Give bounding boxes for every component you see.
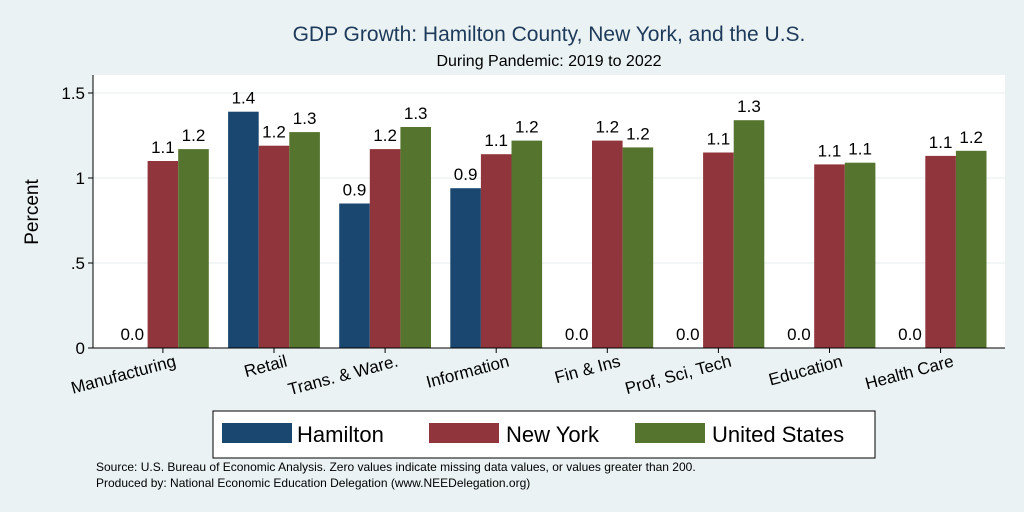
value-label-1-2: 1.2 xyxy=(373,126,397,145)
x-tick-label-2: Trans. & Ware. xyxy=(286,352,400,400)
value-label-0-0: 0.0 xyxy=(120,325,144,344)
bar-0-3 xyxy=(450,188,481,348)
value-labels: 0.0 1.1 1.2 1.4 1.2 1.3 0.9 1.2 1.3 0.9 1.1 1.2 0.0 1… xyxy=(120,89,983,344)
bar-0-2 xyxy=(339,203,370,348)
value-label-1-6: 1.1 xyxy=(818,141,842,160)
x-tick-label-7: Health Care xyxy=(863,352,956,394)
bar-0-1 xyxy=(228,111,259,348)
bar-1-4 xyxy=(592,140,623,348)
x-tick-label-3: Information xyxy=(424,352,511,392)
x-tick-label-4: Fin & Ins xyxy=(553,352,623,388)
bar-1-1 xyxy=(258,145,290,348)
legend-swatch-1 xyxy=(429,423,499,443)
x-tick-label-6: Education xyxy=(767,352,845,390)
value-label-2-2: 1.3 xyxy=(404,104,428,123)
y-tick-label-1: .5 xyxy=(71,254,85,273)
bar-1-3 xyxy=(480,154,512,348)
value-label-2-5: 1.3 xyxy=(737,97,761,116)
chart-subtitle: During Pandemic: 2019 to 2022 xyxy=(436,53,661,70)
value-label-1-4: 1.2 xyxy=(595,118,619,137)
legend-swatch-0 xyxy=(222,423,292,443)
value-label-1-3: 1.1 xyxy=(484,131,508,150)
value-label-2-7: 1.2 xyxy=(959,128,983,147)
y-tick-label-3: 1.5 xyxy=(61,84,85,103)
y-axis-label: Percent xyxy=(22,179,43,245)
legend: Hamilton New York United States xyxy=(212,410,876,459)
bar-2-2 xyxy=(400,127,431,348)
value-label-1-0: 1.1 xyxy=(151,138,175,157)
x-tick-label-1: Retail xyxy=(242,352,289,382)
value-label-2-6: 1.1 xyxy=(848,140,872,159)
value-label-2-4: 1.2 xyxy=(626,124,650,143)
value-label-0-7: 0.0 xyxy=(898,325,922,344)
bar-1-0 xyxy=(147,161,179,348)
bar-2-3 xyxy=(511,140,543,348)
value-label-1-7: 1.1 xyxy=(929,133,953,152)
bar-series xyxy=(147,111,987,348)
source-note: Source: U.S. Bureau of Economic Analysis… xyxy=(96,460,696,474)
value-label-0-1: 1.4 xyxy=(232,89,256,108)
bar-2-0 xyxy=(178,149,209,348)
chart-title: GDP Growth: Hamilton County, New York, a… xyxy=(293,23,806,46)
value-label-2-1: 1.3 xyxy=(293,109,317,128)
y-tick-label-0: 0 xyxy=(76,339,85,358)
value-label-0-6: 0.0 xyxy=(787,325,811,344)
legend-items: Hamilton New York United States xyxy=(222,422,844,447)
legend-swatch-2 xyxy=(635,423,705,443)
y-tick-label-2: 1 xyxy=(76,169,85,188)
bar-1-6 xyxy=(814,164,845,348)
bar-1-5 xyxy=(703,152,734,348)
x-tick-label-5: Prof, Sci, Tech xyxy=(623,352,733,399)
legend-label-1: New York xyxy=(506,422,600,447)
bar-1-7 xyxy=(925,155,956,348)
legend-label-0: Hamilton xyxy=(297,422,384,447)
value-label-2-3: 1.2 xyxy=(515,118,539,137)
bar-1-2 xyxy=(369,149,401,348)
bar-2-6 xyxy=(844,162,876,348)
producer-note: Produced by: National Economic Education… xyxy=(96,476,530,490)
bar-2-4 xyxy=(622,147,654,348)
bar-2-1 xyxy=(289,132,320,348)
value-label-0-2: 0.9 xyxy=(343,181,367,200)
value-label-0-4: 0.0 xyxy=(565,325,589,344)
bar-2-7 xyxy=(955,150,987,348)
value-label-2-0: 1.2 xyxy=(182,126,206,145)
bar-2-5 xyxy=(733,120,765,348)
legend-label-2: United States xyxy=(712,422,844,447)
value-label-0-3: 0.9 xyxy=(454,165,478,184)
value-label-0-5: 0.0 xyxy=(676,325,700,344)
x-tick-label-0: Manufacturing xyxy=(69,352,178,398)
y-axis-ticks: 0 .5 1 1.5 xyxy=(61,84,93,358)
value-label-1-5: 1.1 xyxy=(707,130,731,149)
value-label-1-1: 1.2 xyxy=(262,123,286,142)
legend-box xyxy=(212,410,876,459)
